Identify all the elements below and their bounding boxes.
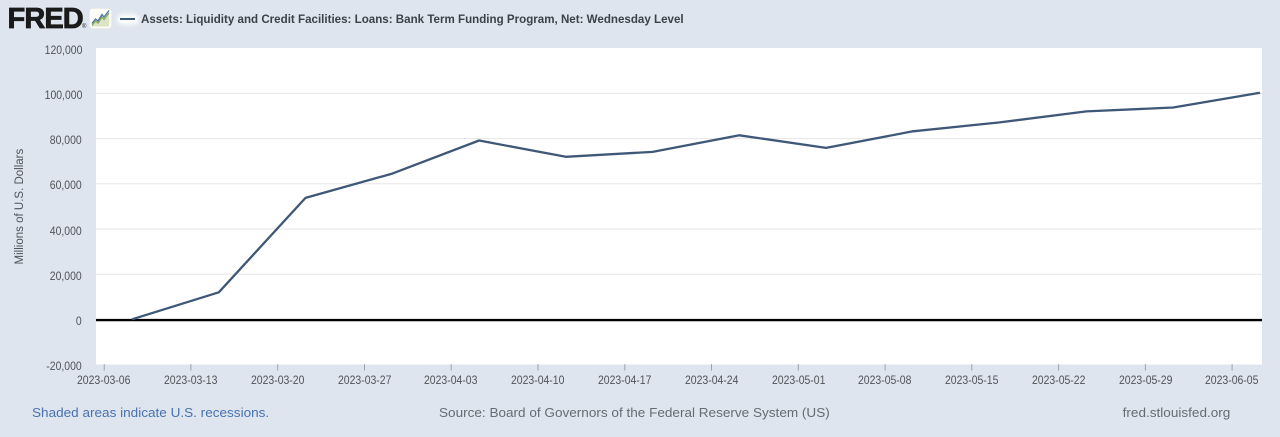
svg-text:Millions of U.S. Dollars: Millions of U.S. Dollars [13, 149, 26, 265]
